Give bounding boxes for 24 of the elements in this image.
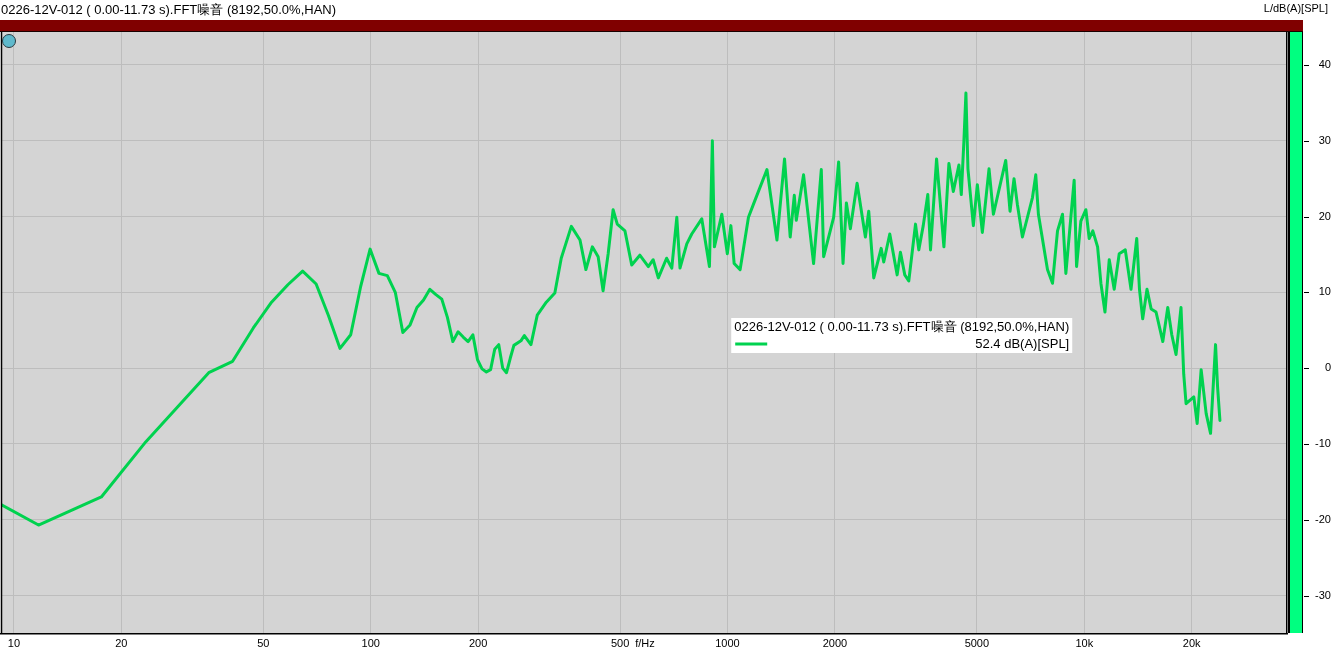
y-tick-label: 20 <box>1318 209 1331 222</box>
y-tick-label: -10 <box>1315 436 1331 449</box>
annotation: 52.4 dB(A)[SPL] <box>975 335 1070 351</box>
y-tick-label: 40 <box>1318 57 1331 70</box>
y-axis-title: L/dB(A)[SPL] <box>1263 2 1328 15</box>
x-tick-label: 1000 <box>715 637 740 650</box>
y-tick-label: 0 <box>1324 361 1331 374</box>
chart-title: 0226-12V-012 ( 0.00-11.73 s).FFT噪音 (8192,50.0%,HAN) <box>1 2 337 18</box>
x-tick-label: 10 <box>7 637 21 650</box>
x-tick-label: 20k <box>1182 637 1202 650</box>
x-tick-label: 200 <box>468 637 488 650</box>
y-tick-label: -20 <box>1315 512 1331 525</box>
y-tick-label: -30 <box>1315 588 1331 601</box>
text: 0226-12V-012 ( 0.00-11.73 s).FFT噪音 (8192,50.0%,HAN) <box>734 318 1070 334</box>
x-tick-label: 50 <box>257 637 270 650</box>
x-tick-label: 2000 <box>822 637 848 650</box>
x-tick-label: 500 <box>610 637 630 650</box>
x-axis-title: f/Hz <box>635 637 655 650</box>
y-tick-label: 30 <box>1318 133 1331 146</box>
x-tick-label: 5000 <box>964 637 990 650</box>
x-tick-label: 10k <box>1075 637 1094 650</box>
y-tick-label: 10 <box>1318 285 1331 298</box>
x-tick-label: 100 <box>361 637 380 650</box>
x-tick-label: 20 <box>115 637 128 650</box>
